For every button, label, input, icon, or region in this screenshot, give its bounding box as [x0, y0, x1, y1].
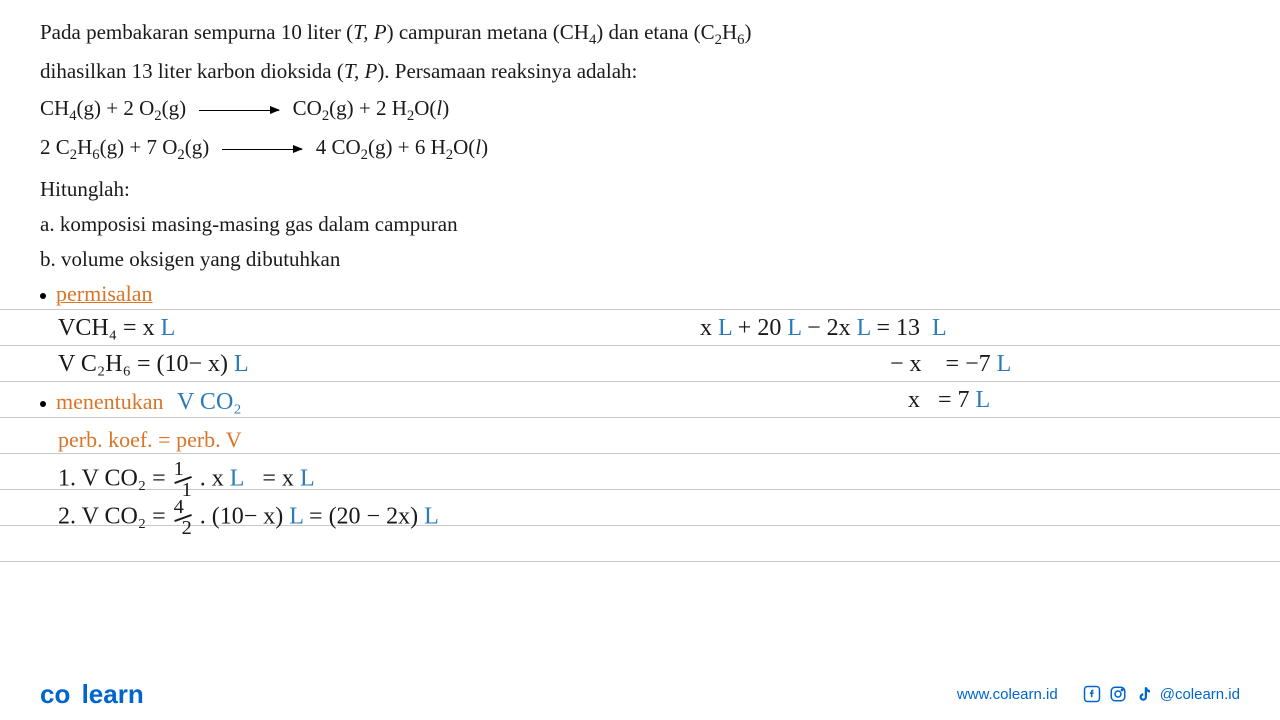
hw-calc-2: 2. V CO₂ = 42 . (10− x) L = (20 − 2x) L — [58, 499, 439, 537]
tiktok-icon — [1134, 684, 1154, 704]
t: ) campuran metana (CH — [387, 20, 589, 44]
hw-vch4: VCH₄ = x L — [58, 315, 175, 342]
t: ) — [745, 20, 752, 44]
t: ). Persamaan reaksinya adalah: — [377, 59, 637, 83]
problem-line-1: Pada pembakaran sempurna 10 liter (T, P)… — [40, 18, 1240, 51]
hw-menentukan: menentukan — [56, 389, 164, 414]
question-a: a. komposisi masing-masing gas dalam cam… — [40, 210, 1240, 239]
hw-right-1: x L + 20 L − 2x L = 13 L — [700, 315, 947, 342]
tp: T, P — [353, 20, 386, 44]
social-icons: @colearn.id — [1082, 684, 1240, 704]
hw-permisalan: permisalan — [56, 281, 153, 306]
tp: T, P — [344, 59, 377, 83]
t: H — [722, 20, 737, 44]
footer-url: www.colearn.id — [957, 686, 1058, 703]
hw-vco2: V CO₂ — [177, 389, 242, 415]
hw-vc2h6: V C₂H₆ = (10− x) L — [58, 351, 249, 378]
hitunglah-label: Hitunglah: — [40, 175, 1240, 204]
problem-line-2: dihasilkan 13 liter karbon dioksida (T, … — [40, 57, 1240, 86]
logo: co learn — [40, 679, 144, 710]
instagram-icon — [1108, 684, 1128, 704]
question-b: b. volume oksigen yang dibutuhkan — [40, 245, 1240, 274]
hw-right-3: x = 7 L — [908, 387, 990, 414]
footer-handle: @colearn.id — [1160, 686, 1240, 703]
equation-2: 2 C2H6(g) + 7 O2(g) 4 CO2(g) + 6 H2O(l) — [40, 135, 1240, 164]
t: Pada pembakaran sempurna 10 liter ( — [40, 20, 353, 44]
footer: co learn www.colearn.id @colearn.id — [0, 668, 1280, 720]
t: dihasilkan 13 liter karbon dioksida ( — [40, 59, 344, 83]
hw-perb: perb. koef. = perb. V — [58, 427, 242, 453]
arrow-icon — [199, 110, 279, 111]
facebook-icon — [1082, 684, 1102, 704]
equation-1: CH4(g) + 2 O2(g) CO2(g) + 2 H2O(l) — [40, 96, 1240, 125]
questions: Hitunglah: a. komposisi masing-masing ga… — [40, 175, 1240, 275]
hw-calc-1: 1. V CO₂ = 11 . x L = x L — [58, 461, 315, 499]
hw-menentukan-row: menentukan V CO₂ — [40, 389, 242, 416]
t: ) dan etana (C — [596, 20, 714, 44]
hw-bullet: permisalan — [40, 281, 153, 307]
hw-right-2: − x = −7 L — [890, 351, 1011, 378]
arrow-icon — [222, 149, 302, 150]
